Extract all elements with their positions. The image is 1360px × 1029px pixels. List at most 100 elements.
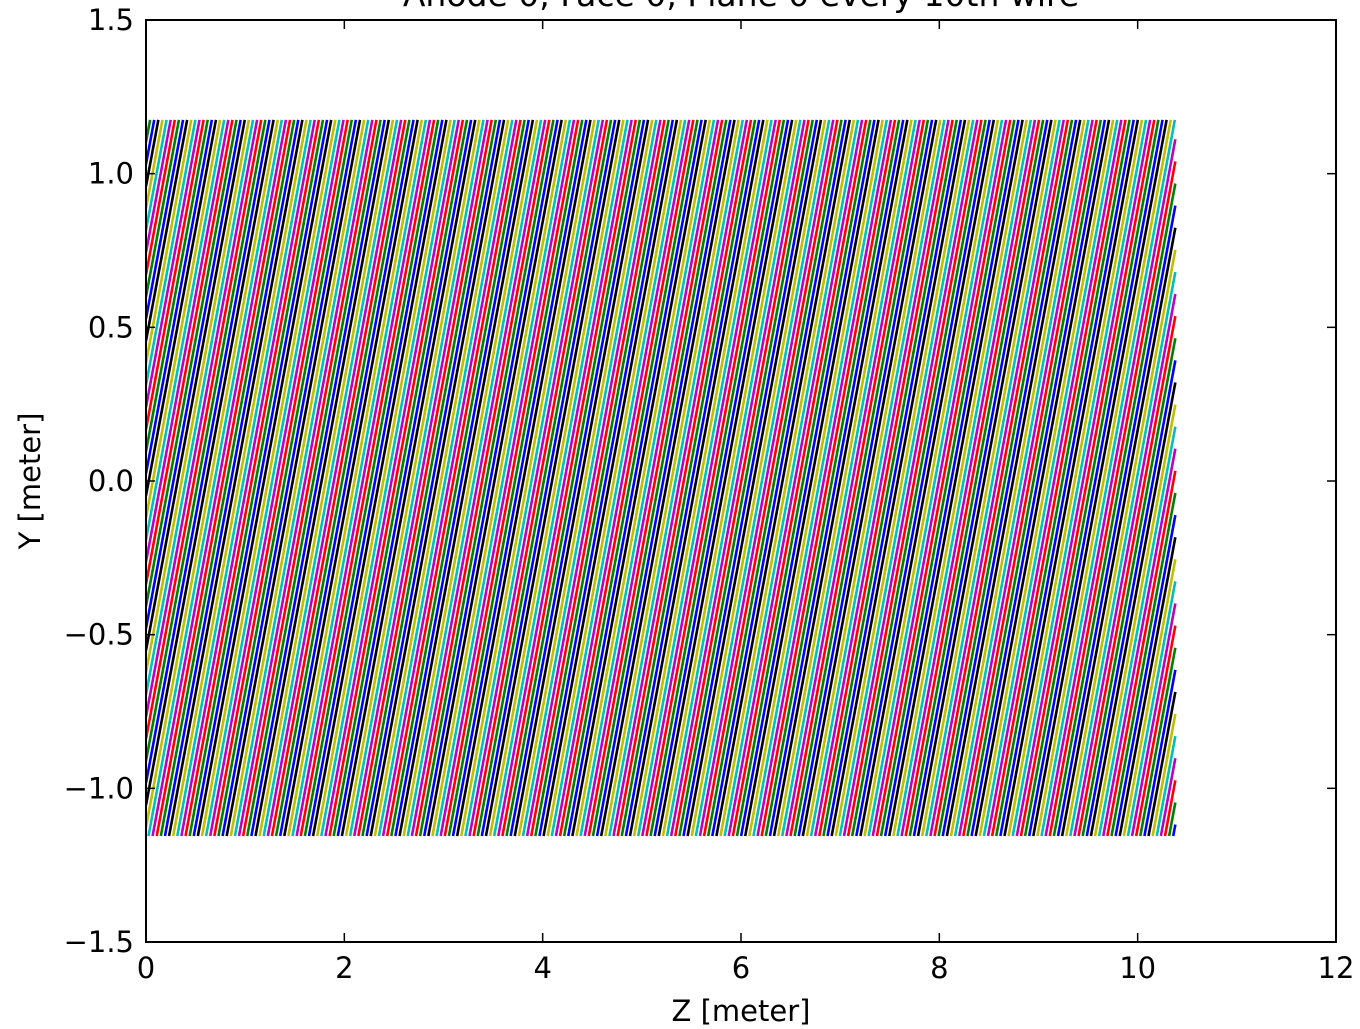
wire-line [657,119,794,837]
wire-line [414,119,551,837]
wire-line [348,119,485,837]
wire-line [608,119,745,837]
wire-line [167,119,304,837]
wire-line [1052,183,1177,837]
wire-line [575,119,712,837]
wire-line [146,119,226,541]
wire-line [694,119,831,837]
wire-line [846,119,983,837]
wire-line [146,119,201,408]
wire-line [464,119,600,837]
wire-line [237,119,374,837]
wire-line [171,119,308,837]
wire-line [941,119,1078,837]
wire-line [842,119,979,837]
wire-line [402,119,539,837]
wire-line [562,119,699,837]
wire-line [336,119,473,837]
wire-line [789,119,926,837]
wire-line [616,119,753,837]
wire-line [422,119,559,837]
wire-line [324,119,461,837]
wire-line [1151,713,1177,837]
wire-line [925,119,1061,837]
wire-line [1044,139,1177,837]
wires-layer [146,119,1177,837]
wire-line [291,119,428,837]
wire-line [196,119,333,837]
wire-line [307,119,444,837]
wire-line [328,119,465,837]
wire-line [525,119,662,837]
wire-line [558,119,695,837]
y-axis-label: Y [meter] [13,413,47,551]
wire-line [476,119,613,837]
wire-line [912,119,1049,837]
wire-line [311,119,448,837]
wire-line [274,119,411,837]
wire-line [645,119,782,837]
wire-line [554,119,691,837]
wire-line [970,119,1107,837]
wire-line [1089,382,1177,837]
wire-line [146,119,168,231]
wire-line [146,119,218,496]
y-tick-label: 0.0 [88,464,134,498]
wire-line [394,119,531,837]
wire-line [266,119,403,837]
wire-line [184,119,321,837]
wire-line [468,119,605,837]
x-tick-label: 2 [335,951,353,985]
wire-line [690,119,827,837]
x-tick-label: 10 [1119,951,1156,985]
wire-line [966,119,1103,837]
wire-line [785,119,921,837]
wire-line [920,119,1057,837]
wire-line [472,119,609,837]
wire-line [937,119,1074,837]
wire-line [385,119,522,837]
wire-line [1118,536,1177,837]
wire-line [994,119,1131,837]
wire-line [344,119,481,837]
wire-line [887,119,1024,837]
wire-line [772,119,909,837]
wire-line [287,119,424,837]
wire-line [146,119,181,297]
wire-line [492,119,629,837]
wire-line [632,119,769,837]
wire-line [620,119,757,837]
wire-line [953,119,1090,837]
wire-line [896,119,1033,837]
wire-line [406,119,543,837]
wire-line [146,119,242,629]
wire-line [604,119,740,837]
wire-line [365,119,502,837]
y-tick-label: −1.5 [64,925,134,959]
wire-line [546,119,683,837]
wire-line [146,119,279,828]
wire-line [883,119,1020,837]
wire-line [641,119,777,837]
wire-line [805,119,942,837]
wire-line [809,119,946,837]
wire-line [990,119,1127,837]
wire-line [529,119,666,837]
wire-line [213,119,349,837]
wire-line [793,119,930,837]
x-tick-label: 8 [930,951,948,985]
wire-line [1032,119,1168,837]
wire-line [818,119,954,837]
wire-line [241,119,378,837]
wire-line [146,119,189,342]
wire-line [1011,119,1148,837]
wire-line [146,119,222,519]
wire-line [188,119,325,837]
wire-line [698,119,835,837]
wire-line [146,119,263,740]
wire-line [295,119,432,837]
x-tick-label: 0 [137,951,155,985]
wire-line [900,119,1037,837]
wire-line [509,119,646,837]
